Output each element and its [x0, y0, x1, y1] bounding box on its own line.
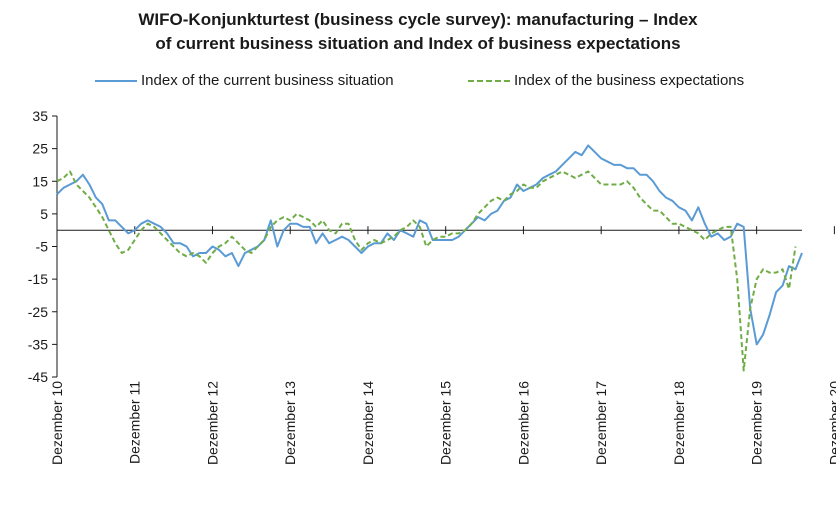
series-line-expectations	[56, 170, 797, 372]
x-tick-label: Dezember 20	[826, 381, 836, 465]
legend-label-expectations: Index of the business expectations	[514, 72, 745, 89]
legend-entry-current-situation: Index of the current business situation	[95, 72, 394, 89]
legend-label-current-situation: Index of the current business situation	[141, 72, 394, 89]
x-tick-label: Dezember 17	[593, 381, 609, 465]
x-tick-label: Dezember 15	[438, 381, 454, 465]
x-tick-label: Dezember 13	[282, 381, 298, 465]
x-tick-label: Dezember 11	[127, 381, 143, 464]
legend-swatch-solid-line	[95, 79, 137, 82]
legend-entry-expectations: Index of the business expectations	[468, 72, 744, 89]
y-tick-label: 25	[32, 141, 48, 157]
y-tick-label: 5	[40, 206, 48, 222]
y-tick-label: -45	[28, 369, 48, 385]
chart-title-line-1: WIFO-Konjunkturtest (business cycle surv…	[138, 10, 698, 29]
y-tick-label: -35	[28, 336, 48, 352]
y-tick-label: -5	[36, 239, 49, 255]
legend-swatch-dashed-line	[468, 79, 510, 82]
y-tick-label: -15	[28, 271, 48, 287]
chart-title-line-2: of current business situation and Index …	[155, 34, 681, 53]
y-tick-label: 15	[32, 173, 48, 189]
x-tick-label: Dezember 14	[360, 381, 376, 465]
x-tick-label: Dezember 18	[671, 381, 687, 465]
x-tick-label: Dezember 12	[204, 381, 220, 465]
x-tick-label: Dezember 16	[515, 381, 531, 465]
x-tick-label: Dezember 10	[49, 381, 65, 465]
series-line-current-situation	[56, 144, 803, 346]
y-tick-label: 35	[32, 108, 48, 124]
x-tick-label: Dezember 19	[749, 381, 765, 465]
y-tick-label: -25	[28, 304, 48, 320]
